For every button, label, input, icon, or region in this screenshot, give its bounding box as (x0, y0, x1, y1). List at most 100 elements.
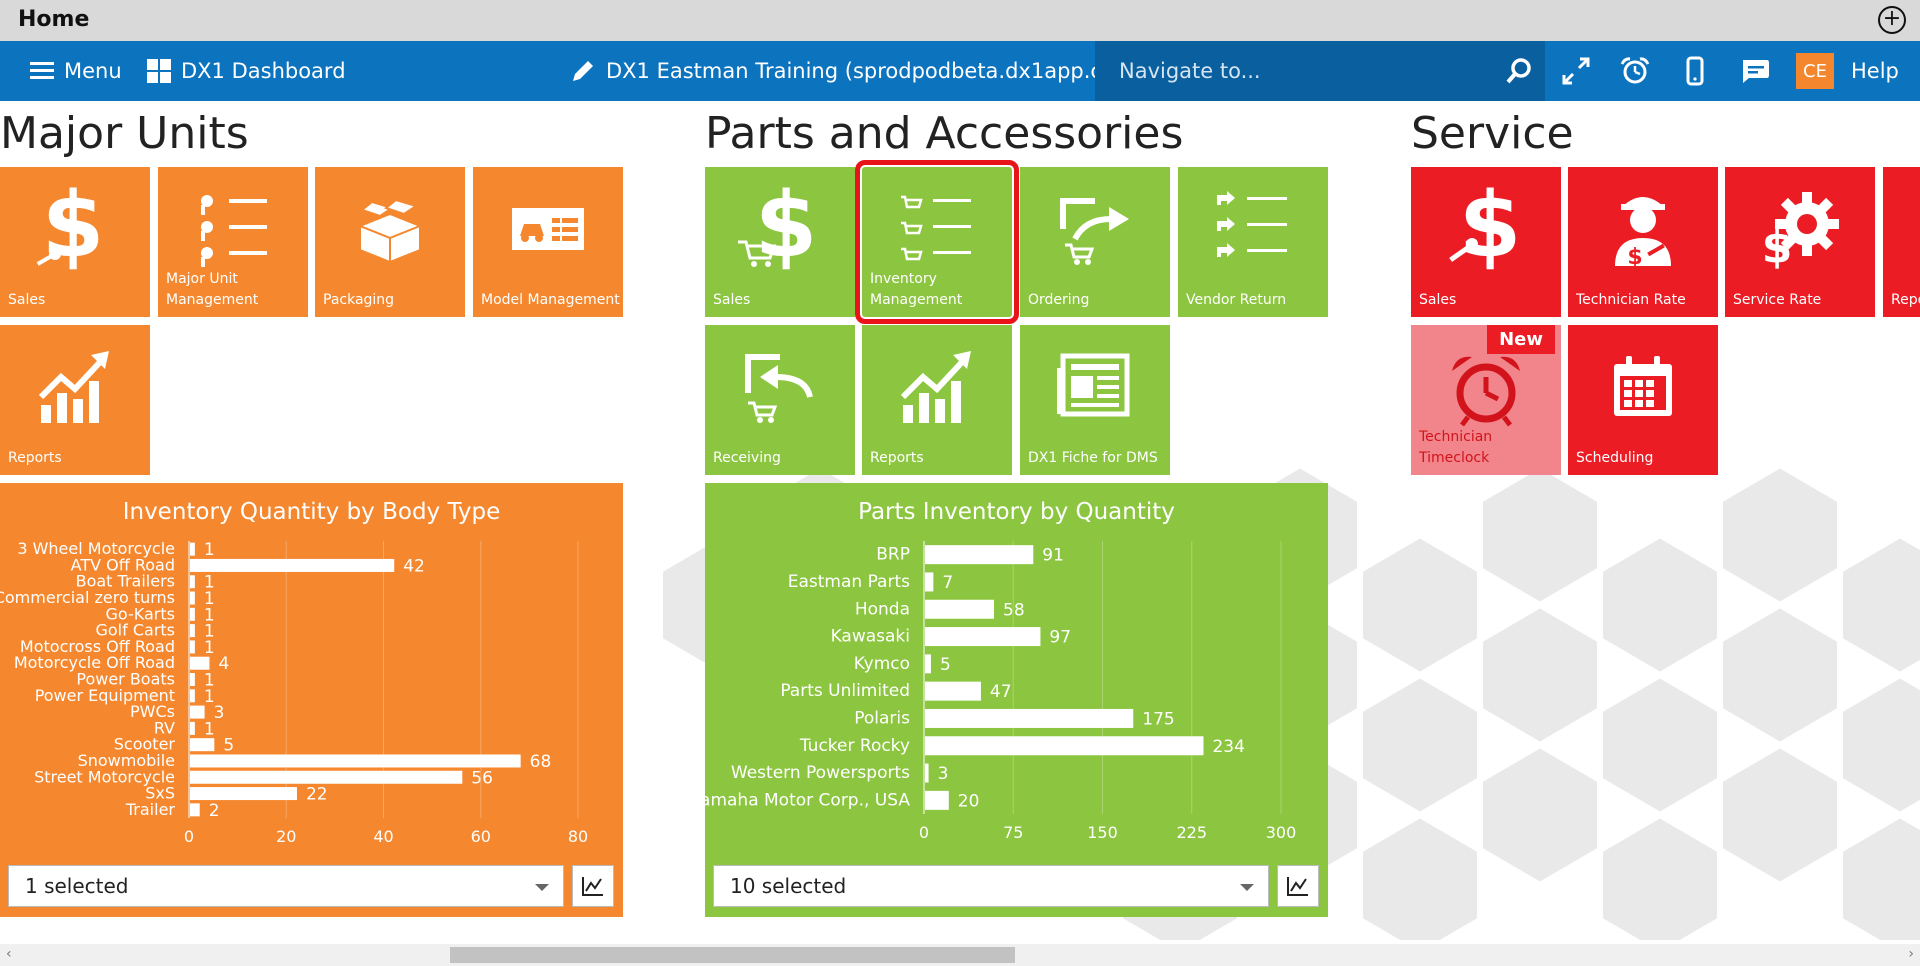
navigate-search (1095, 41, 1545, 101)
add-icon[interactable]: + (1878, 6, 1906, 34)
dashboard-button[interactable]: DX1 Dashboard (147, 41, 346, 101)
x-tick-label: 300 (1266, 823, 1297, 842)
tile-major-reports[interactable]: Reports (0, 325, 150, 475)
tile-vendor-return[interactable]: Vendor Return (1178, 167, 1328, 317)
tile-label: Sales (8, 292, 46, 308)
chart-type-button[interactable] (1277, 865, 1319, 907)
navigate-input[interactable] (1095, 41, 1495, 101)
bar-value-label: 5 (940, 655, 951, 675)
tile-major-sales[interactable]: $ Sales (0, 167, 150, 317)
mobile-icon[interactable] (1680, 56, 1710, 86)
tile-receiving[interactable]: Receiving (705, 325, 855, 475)
bar (190, 754, 521, 768)
tile-packaging[interactable]: Packaging (315, 167, 465, 317)
chart-title: Parts Inventory by Quantity (858, 499, 1175, 525)
chat-icon[interactable] (1739, 56, 1769, 86)
dollar-cart-icon: $ (705, 179, 855, 279)
newspaper-icon (1020, 337, 1170, 437)
tile-parts-reports[interactable]: Reports (862, 325, 1012, 475)
category-label: Honda (855, 599, 910, 619)
bar (925, 599, 995, 619)
menu-button[interactable]: Menu (30, 41, 122, 101)
bar-value-label: 91 (1042, 546, 1064, 566)
svg-text:$: $ (755, 184, 818, 274)
category-label: BRP (876, 545, 910, 565)
tile-technician-timeclock[interactable]: New Technician Timeclock (1411, 325, 1561, 475)
bar (925, 763, 929, 783)
bar-value-label: 4 (218, 654, 229, 674)
tile-label: Technician Rate (1576, 292, 1686, 308)
category-label: Motorcycle Off Road (14, 653, 175, 672)
bar-value-label: 58 (1003, 600, 1025, 620)
bar-value-label: 1 (204, 671, 215, 691)
section-title-service: Service (1411, 108, 1574, 159)
tile-label: Reports (870, 450, 924, 466)
cart-list-icon (862, 179, 1012, 279)
bar (190, 591, 195, 605)
tile-label: Packaging (323, 292, 395, 308)
category-label: PWCs (130, 702, 175, 721)
tile-inventory-management[interactable]: Inventory Management (855, 160, 1019, 324)
category-label: 3 Wheel Motorcycle (17, 539, 175, 558)
tile-ordering[interactable]: Ordering (1020, 167, 1170, 317)
tile-model-management[interactable]: Model Management (473, 167, 623, 317)
body-type-select[interactable]: 1 selected (8, 865, 564, 907)
tile-label: Service Rate (1733, 292, 1822, 308)
bar-value-label: 1 (204, 589, 215, 609)
tile-technician-rate[interactable]: $ Technician Rate (1568, 167, 1718, 317)
bar (190, 607, 195, 621)
help-link[interactable]: Help (1851, 59, 1899, 83)
bar-value-label: 3 (938, 764, 949, 784)
category-label: Polaris (854, 708, 910, 728)
horizontal-scrollbar[interactable]: ‹ › (0, 944, 1920, 966)
bar-value-label: 56 (471, 768, 493, 788)
scroll-left-icon[interactable]: ‹ (6, 946, 12, 962)
page-title: Home (18, 7, 90, 32)
expand-icon[interactable] (1561, 56, 1591, 86)
bar-value-label: 1 (204, 573, 215, 593)
tile-label: Scheduling (1576, 450, 1654, 466)
bar (925, 681, 981, 701)
scroll-right-icon[interactable]: › (1908, 946, 1914, 962)
scrollbar-thumb[interactable] (450, 947, 1015, 963)
search-icon[interactable] (1505, 57, 1533, 85)
tile-label: Inventory Management (870, 271, 963, 308)
section-title-major-units: Major Units (0, 108, 249, 159)
site-selector[interactable]: DX1 Eastman Training (sprodpodbeta.dx1ap… (570, 41, 1143, 101)
keys-list-icon (158, 179, 308, 279)
category-label: Yamaha Motor Corp., USA (705, 790, 910, 810)
chart-type-button[interactable] (572, 865, 614, 907)
avatar[interactable]: CE (1796, 53, 1834, 89)
chevron-down-icon (1240, 884, 1254, 891)
x-tick-label: 75 (1003, 823, 1023, 842)
tile-scheduling[interactable]: Scheduling (1568, 325, 1718, 475)
tile-label: Sales (1419, 292, 1457, 308)
alarm-clock-icon[interactable] (1620, 56, 1650, 86)
tile-major-unit-management[interactable]: Major Unit Management (158, 167, 308, 317)
bar (925, 627, 1041, 647)
vendor-select[interactable]: 10 selected (713, 865, 1269, 907)
tile-service-sales[interactable]: $ Sales (1411, 167, 1561, 317)
line-chart-icon (1287, 877, 1308, 896)
svg-text:$: $ (1459, 184, 1522, 274)
grid-icon (147, 59, 171, 83)
tile-repo[interactable]: Repo (1883, 167, 1920, 317)
tile-parts-sales[interactable]: $ Sales (705, 167, 855, 317)
category-label: Snowmobile (78, 751, 175, 770)
dollar-wrench-icon: $ (1411, 179, 1561, 279)
select-value: 1 selected (25, 874, 129, 898)
site-label: DX1 Eastman Training (sprodpodbeta.dx1ap… (606, 59, 1144, 83)
tile-label: Vendor Return (1186, 292, 1287, 308)
category-label: Power Equipment (35, 686, 175, 705)
gear-dollar-icon: $ (1725, 179, 1875, 279)
new-badge: New (1487, 325, 1555, 354)
tile-service-rate[interactable]: $ Service Rate (1725, 167, 1875, 317)
x-tick-label: 80 (568, 827, 588, 846)
tile-dx1-fiche[interactable]: DX1 Fiche for DMS (1020, 325, 1170, 475)
x-tick-label: 225 (1176, 823, 1207, 842)
bar (925, 572, 934, 592)
category-label: Street Motorcycle (34, 767, 175, 786)
parts-bar-chart: 0 75 150 225 300 BRP 91 Eastman Parts 7 Honda 58 Ka… (705, 541, 1297, 842)
bar (190, 673, 195, 686)
technician-icon: $ (1568, 179, 1718, 279)
